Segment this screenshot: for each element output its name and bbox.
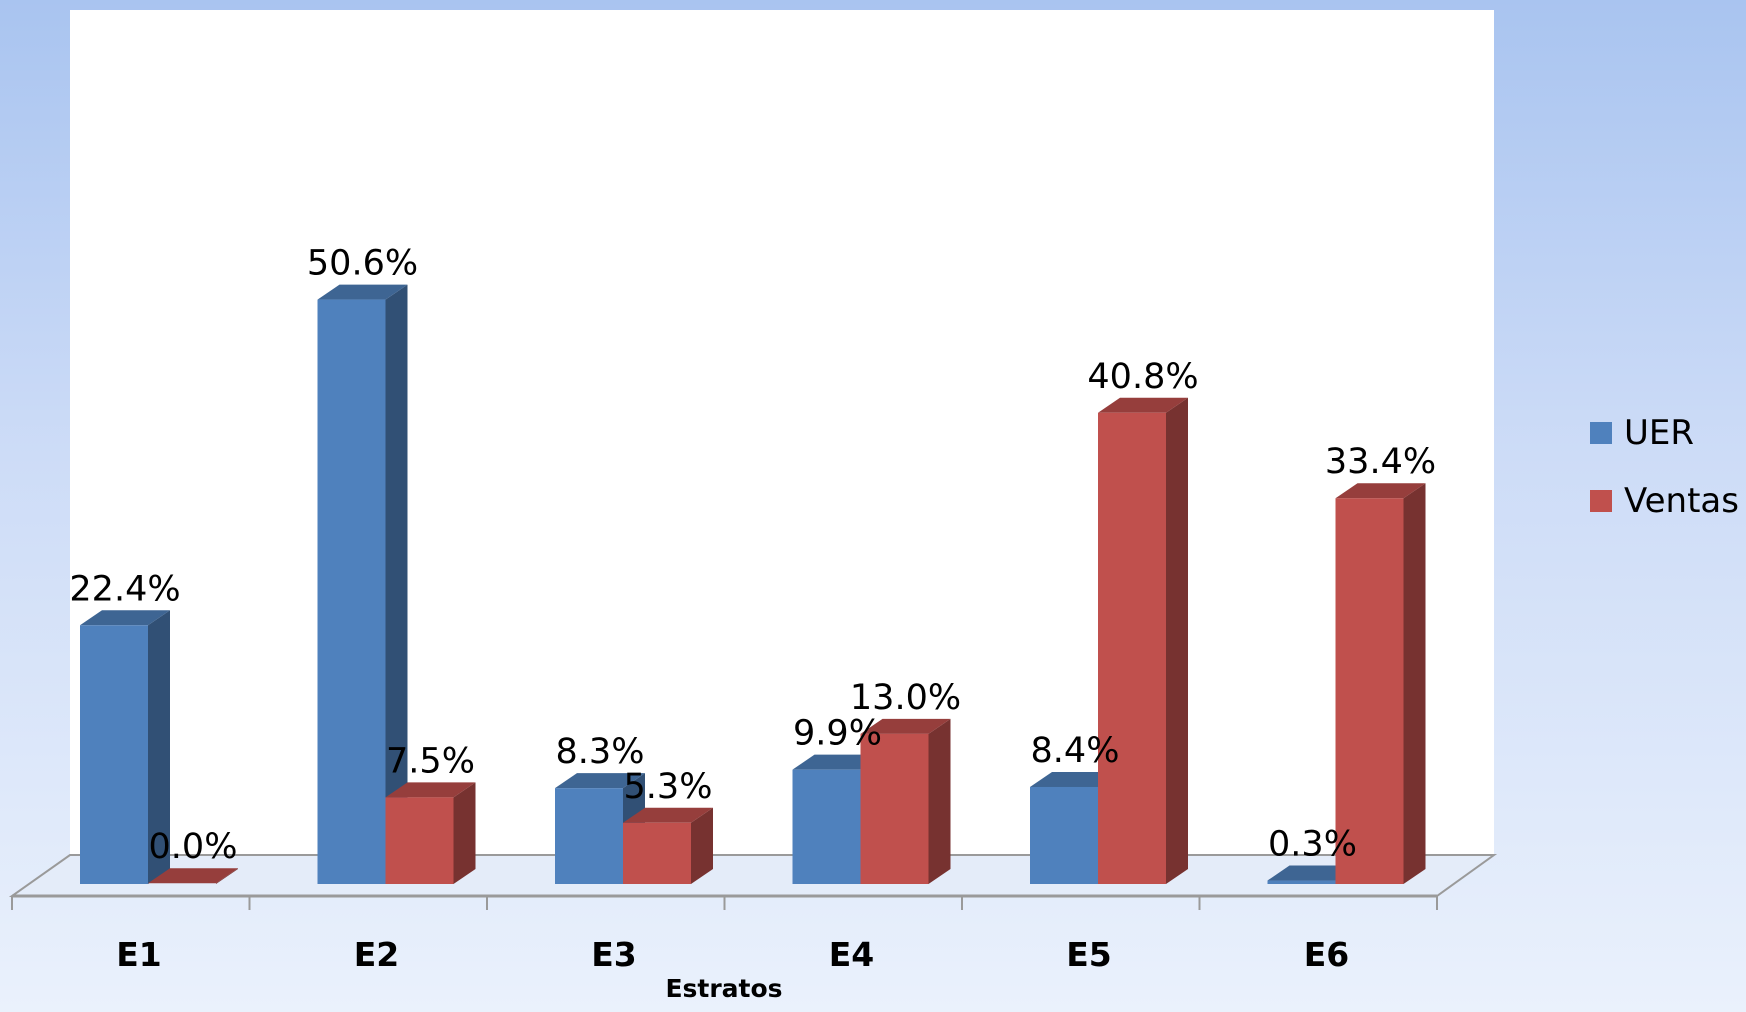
bar-front-e2-uer	[317, 299, 386, 884]
bar-e2-uer	[317, 284, 408, 884]
bar-side-e1-uer	[148, 610, 170, 884]
bar-side-e2-uer	[385, 284, 408, 884]
bar-front-e3-ventas	[623, 822, 691, 884]
bar-top-e6-uer	[1267, 865, 1358, 881]
data-labels-group: 22.4% 0.0% 50.6% 7.5% 8.3%5.3% 9.9%13.0% 8.4% 4…	[69, 244, 1436, 868]
bar-front-e4-uer	[792, 769, 861, 884]
x-tick-label-e3: E3	[591, 935, 637, 974]
bar-top-e3-ventas	[623, 807, 713, 823]
bar-side-e4-ventas	[928, 718, 951, 884]
bar-top-e6-ventas	[1335, 483, 1426, 499]
bar-side-e3-ventas	[691, 807, 713, 884]
legend: UER Ventas	[1590, 413, 1739, 521]
bar-front-e1-uer	[80, 625, 148, 884]
bar-top-e3-uer	[555, 773, 645, 789]
bar-top-e1-ventas	[148, 868, 238, 884]
bar-top-e4-ventas	[860, 718, 951, 734]
bar-e3-ventas	[623, 807, 713, 884]
bar-front-e5-uer	[1030, 786, 1098, 884]
bar-e1-ventas	[148, 868, 238, 884]
bar-e6-ventas	[1335, 483, 1426, 884]
bar-front-e6-ventas	[1335, 498, 1404, 884]
bar-front-e5-ventas	[1098, 412, 1166, 884]
x-axis: E1 E2 E3 E4 E5 E6	[11, 896, 1438, 974]
data-label-e1-uer: 22.4%	[69, 569, 180, 609]
data-label-e3-uer: 8.3%	[556, 732, 645, 772]
bar-side-e2-ventas	[453, 782, 476, 884]
bar-e2-ventas	[385, 782, 476, 884]
bar-front-e2-ventas	[385, 797, 454, 884]
data-label-e6-ventas: 33.4%	[1325, 442, 1436, 482]
x-tick-label-e5: E5	[1066, 935, 1112, 974]
x-tick-label-e1: E1	[116, 935, 162, 974]
bar-e5-ventas	[1098, 397, 1188, 884]
data-label-e3-ventas: 5.3%	[624, 767, 713, 807]
legend-label-ventas: Ventas	[1624, 481, 1739, 521]
data-label-e2-uer: 50.6%	[307, 244, 418, 284]
x-axis-title: Estratos	[665, 974, 782, 1003]
legend-swatch-uer	[1590, 422, 1612, 444]
data-label-e4-ventas: 13.0%	[850, 678, 961, 718]
data-label-e4-uer: 9.9%	[793, 714, 882, 754]
bar-top-e1-uer	[80, 610, 170, 626]
x-tick-label-e6: E6	[1304, 935, 1350, 974]
data-label-e6-uer: 0.3%	[1268, 825, 1357, 865]
bar-top-e5-ventas	[1098, 397, 1188, 413]
bar-top-e2-ventas	[385, 782, 476, 798]
x-tick-label-e4: E4	[829, 935, 875, 974]
data-label-e1-ventas: 0.0%	[149, 827, 238, 867]
bar-top-e2-uer	[317, 284, 408, 300]
bar-e4-ventas	[860, 718, 951, 884]
bar-e1-uer	[80, 610, 170, 884]
bar-top-e5-uer	[1030, 771, 1120, 787]
x-tick-label-e2: E2	[354, 935, 400, 974]
data-label-e2-ventas: 7.5%	[386, 741, 475, 781]
legend-swatch-ventas	[1590, 490, 1612, 512]
plot-back-wall	[70, 10, 1494, 855]
bar-side-e5-ventas	[1166, 397, 1188, 884]
data-label-e5-ventas: 40.8%	[1087, 357, 1198, 397]
bar-side-e1-ventas	[216, 868, 238, 884]
legend-label-uer: UER	[1624, 413, 1694, 453]
bar-front-e4-ventas	[860, 733, 929, 884]
bar-front-e3-uer	[555, 788, 623, 884]
bars-group	[80, 284, 1426, 884]
data-label-e5-uer: 8.4%	[1031, 731, 1120, 771]
bar-front-e6-uer	[1267, 880, 1336, 884]
bar-top-e4-uer	[792, 754, 883, 770]
bar-side-e6-ventas	[1403, 483, 1426, 884]
